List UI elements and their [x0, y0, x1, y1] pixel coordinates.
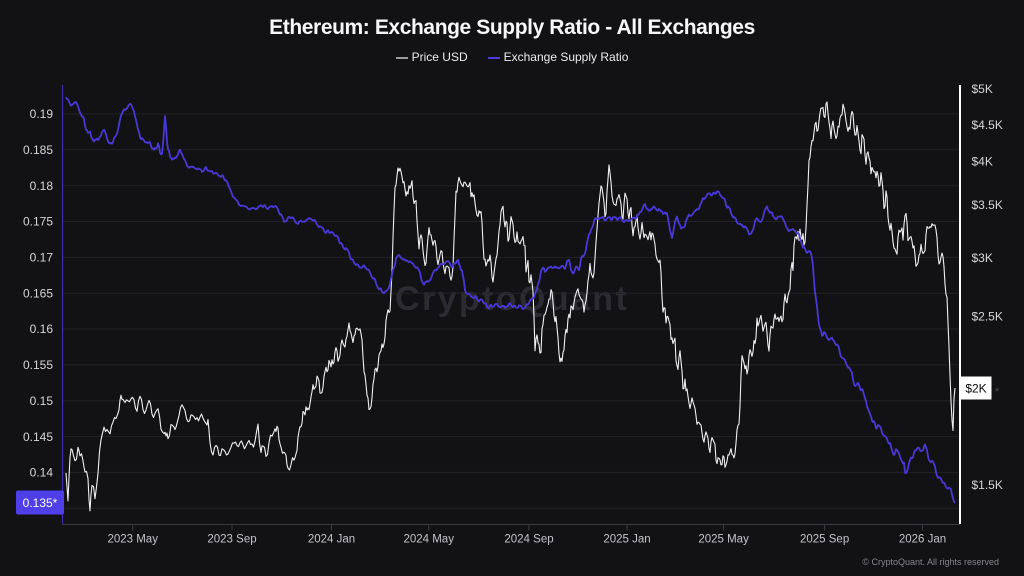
svg-text:0.16: 0.16 — [30, 322, 54, 336]
svg-text:2025 May: 2025 May — [698, 534, 749, 546]
svg-text:$1.5K: $1.5K — [972, 478, 1003, 492]
svg-text:2024 Sep: 2024 Sep — [504, 534, 553, 546]
svg-text:2024 Jan: 2024 Jan — [308, 534, 355, 546]
svg-text:0.155: 0.155 — [23, 358, 53, 372]
svg-text:2026 Jan: 2026 Jan — [899, 534, 946, 546]
svg-text:$3.5K: $3.5K — [972, 198, 1003, 212]
svg-text:2023 Sep: 2023 Sep — [207, 534, 256, 546]
svg-text:$4K: $4K — [972, 155, 993, 169]
svg-text:$5K: $5K — [972, 82, 993, 96]
svg-text:2025 Jan: 2025 Jan — [603, 534, 650, 546]
svg-text:0.145: 0.145 — [23, 430, 53, 444]
svg-text:0.185: 0.185 — [23, 143, 53, 157]
svg-text:$2K: $2K — [965, 382, 986, 396]
svg-text:2023 May: 2023 May — [107, 534, 158, 546]
svg-text:2024 May: 2024 May — [403, 534, 454, 546]
svg-text:0.15: 0.15 — [30, 394, 54, 408]
svg-text:0.14: 0.14 — [30, 466, 54, 480]
svg-text:$2.5K: $2.5K — [972, 310, 1003, 324]
svg-text:© CryptoQuant. All rights rese: © CryptoQuant. All rights reserved — [862, 557, 999, 567]
svg-text:0.135*: 0.135* — [23, 496, 58, 510]
svg-text:0.19: 0.19 — [30, 107, 54, 121]
svg-text:0.18: 0.18 — [30, 179, 54, 193]
svg-text:2025 Sep: 2025 Sep — [800, 534, 849, 546]
svg-text:CryptoQuant: CryptoQuant — [395, 280, 629, 318]
svg-text:$3K: $3K — [972, 251, 993, 265]
svg-text:*: * — [995, 386, 1000, 398]
svg-text:0.17: 0.17 — [30, 251, 54, 265]
svg-text:0.175: 0.175 — [23, 215, 53, 229]
svg-text:0.165: 0.165 — [23, 286, 53, 300]
svg-text:$4.5K: $4.5K — [972, 118, 1003, 132]
